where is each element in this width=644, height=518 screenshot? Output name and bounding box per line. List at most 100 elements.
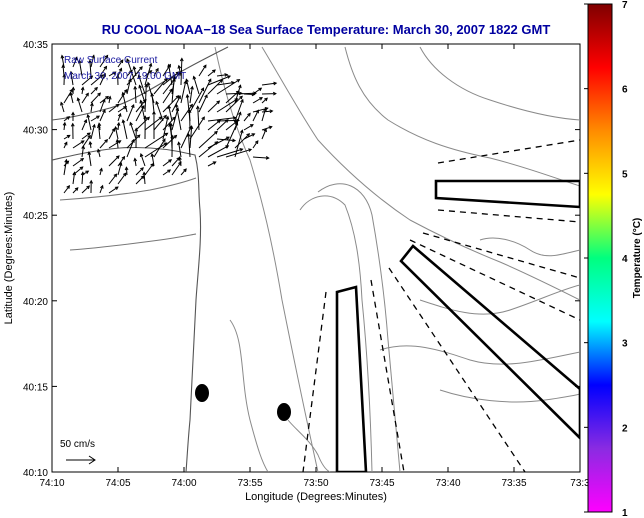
inlet-shore-2 (59, 177, 197, 201)
current-vector (207, 100, 221, 113)
current-vector (72, 171, 77, 185)
current-vector (126, 103, 135, 122)
current-vector (90, 123, 96, 140)
current-vector (99, 167, 103, 176)
current-vector (216, 138, 237, 143)
current-vector (117, 88, 128, 104)
current-vector (189, 85, 194, 104)
current-vector (252, 87, 263, 95)
current-vector (63, 185, 71, 194)
current-vector (144, 162, 154, 176)
current-vector (180, 103, 193, 122)
current-vector (71, 111, 75, 122)
current-vector (261, 128, 267, 140)
colorbar-tick-label: 1 (622, 508, 628, 518)
current-vector (63, 158, 68, 176)
current-vector (243, 112, 251, 122)
current-vector (115, 138, 120, 149)
shipping-lanes (335, 179, 580, 472)
current-vector (261, 107, 267, 122)
current-vector (133, 85, 138, 104)
current-vector (225, 148, 253, 158)
current-vector (243, 133, 256, 140)
current-vector (261, 109, 274, 114)
y-tick-label: 40:10 (23, 468, 48, 479)
current-vector (80, 86, 85, 95)
colorbar-tick-label: 4 (622, 254, 628, 265)
current-vector (90, 86, 98, 95)
current-vector (108, 103, 120, 113)
current-vector (81, 145, 86, 158)
figure-title: RU COOL NOAA−18 Sea Surface Temperature:… (102, 22, 551, 37)
x-axis-label: Longitude (Degrees:Minutes) (245, 491, 387, 503)
current-vector (234, 133, 251, 149)
current-vector (117, 112, 122, 122)
map-layers (52, 46, 580, 472)
y-tick-label: 40:30 (23, 126, 48, 137)
current-vector (72, 140, 85, 149)
scale-arrow-icon (66, 455, 96, 465)
x-tick-label: 73:45 (369, 478, 394, 489)
colorbar-tick-label: 6 (622, 85, 628, 96)
x-tick-label: 74:10 (39, 478, 64, 489)
current-vector (69, 91, 74, 104)
x-tick-label: 74:00 (171, 478, 196, 489)
current-vector (216, 79, 241, 95)
colorbar-label: Temperature (°C) (632, 218, 643, 299)
separation-zones (302, 139, 580, 472)
current-vector (99, 65, 108, 77)
current-vector (99, 108, 106, 122)
current-vector (62, 73, 67, 86)
current-vector (117, 162, 123, 176)
current-vector (60, 54, 65, 68)
surface-current-vectors (60, 54, 278, 194)
colorbar-tick-label: 2 (622, 423, 628, 434)
current-vector (96, 148, 101, 158)
current-vector (117, 59, 124, 68)
current-vector (108, 186, 119, 194)
current-vector (152, 110, 156, 140)
current-vector (134, 127, 139, 149)
current-vector (170, 134, 175, 158)
scale-label: 50 cm/s (60, 439, 95, 450)
current-vector (225, 121, 239, 149)
y-axis: 40:35 40:30 40:25 40:20 40:15 40:10 (23, 40, 580, 479)
current-vector (99, 98, 106, 113)
current-vector (126, 58, 137, 86)
current-vector (167, 104, 173, 122)
current-vector (126, 78, 132, 95)
current-vector (234, 129, 244, 158)
current-vector (153, 67, 159, 77)
current-vector (87, 151, 92, 167)
current-vector (261, 81, 278, 86)
x-axis: 74:10 74:05 74:00 73:55 73:50 73:45 73:40 73:35… (39, 44, 590, 489)
current-vector (133, 157, 138, 167)
current-vector (108, 155, 120, 167)
current-vector (179, 57, 184, 86)
current-vector (174, 103, 182, 131)
current-vector (117, 67, 123, 77)
current-vector (72, 187, 79, 194)
current-vector (70, 122, 75, 140)
current-vector (216, 119, 229, 131)
y-tick-label: 40:35 (23, 40, 48, 51)
current-vector (108, 71, 117, 77)
current-vector (207, 69, 216, 77)
current-vector (80, 171, 85, 185)
x-tick-label: 73:50 (303, 478, 328, 489)
current-vector (189, 87, 205, 113)
current-vector (144, 142, 168, 158)
current-vector (89, 179, 94, 194)
current-vector (62, 121, 67, 131)
colorbar-ticks: 7 6 5 4 3 2 1 (584, 0, 628, 518)
current-vector (198, 141, 219, 158)
colorbar-tick-label: 3 (622, 339, 628, 350)
current-vector (187, 109, 192, 131)
current-vector (225, 95, 243, 113)
traffic-lane-south (335, 285, 368, 472)
current-vector (142, 171, 147, 185)
current-vector (117, 155, 126, 167)
current-vector (137, 74, 146, 95)
current-vector (252, 156, 270, 160)
current-vector (207, 161, 217, 167)
